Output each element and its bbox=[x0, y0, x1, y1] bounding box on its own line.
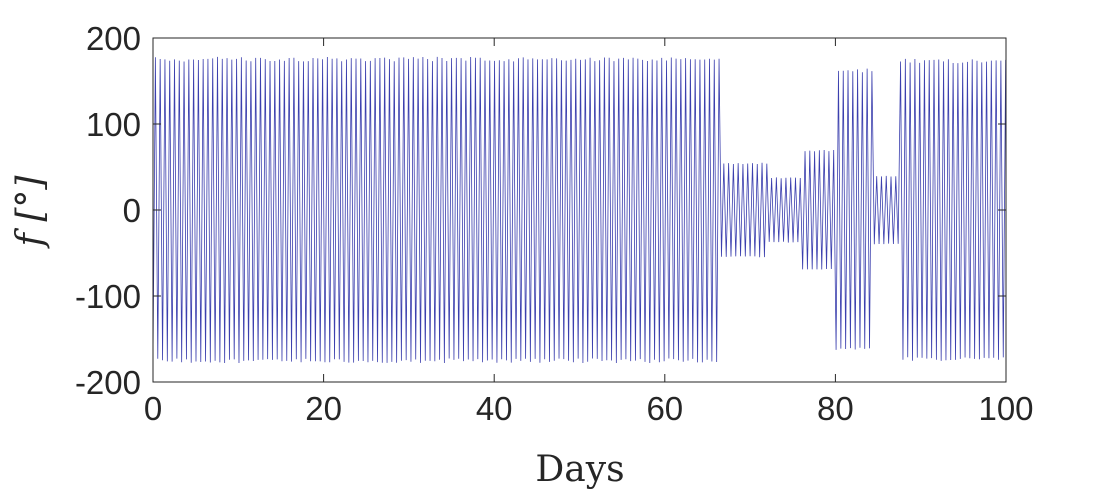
x-tick-label: 100 bbox=[978, 390, 1033, 427]
x-tick-label: 40 bbox=[476, 390, 513, 427]
y-tick-label: 200 bbox=[86, 20, 141, 57]
x-tick-label: 0 bbox=[144, 390, 162, 427]
y-tick-label: 100 bbox=[86, 106, 141, 143]
x-tick-label: 80 bbox=[817, 390, 854, 427]
ticks: 0 20 40 60 80 100 200 100 0 -100 -200 bbox=[75, 20, 1034, 427]
plot-area bbox=[152, 56, 1007, 364]
x-axis-title: Days bbox=[535, 449, 624, 490]
y-axis-title: f [°] bbox=[10, 175, 51, 250]
y-tick-label: -200 bbox=[75, 364, 141, 401]
x-tick-label: 60 bbox=[646, 390, 683, 427]
x-tick-label: 20 bbox=[305, 390, 342, 427]
y-tick-label: 0 bbox=[123, 192, 141, 229]
y-tick-label: -100 bbox=[75, 278, 141, 315]
series-line bbox=[152, 56, 1007, 364]
